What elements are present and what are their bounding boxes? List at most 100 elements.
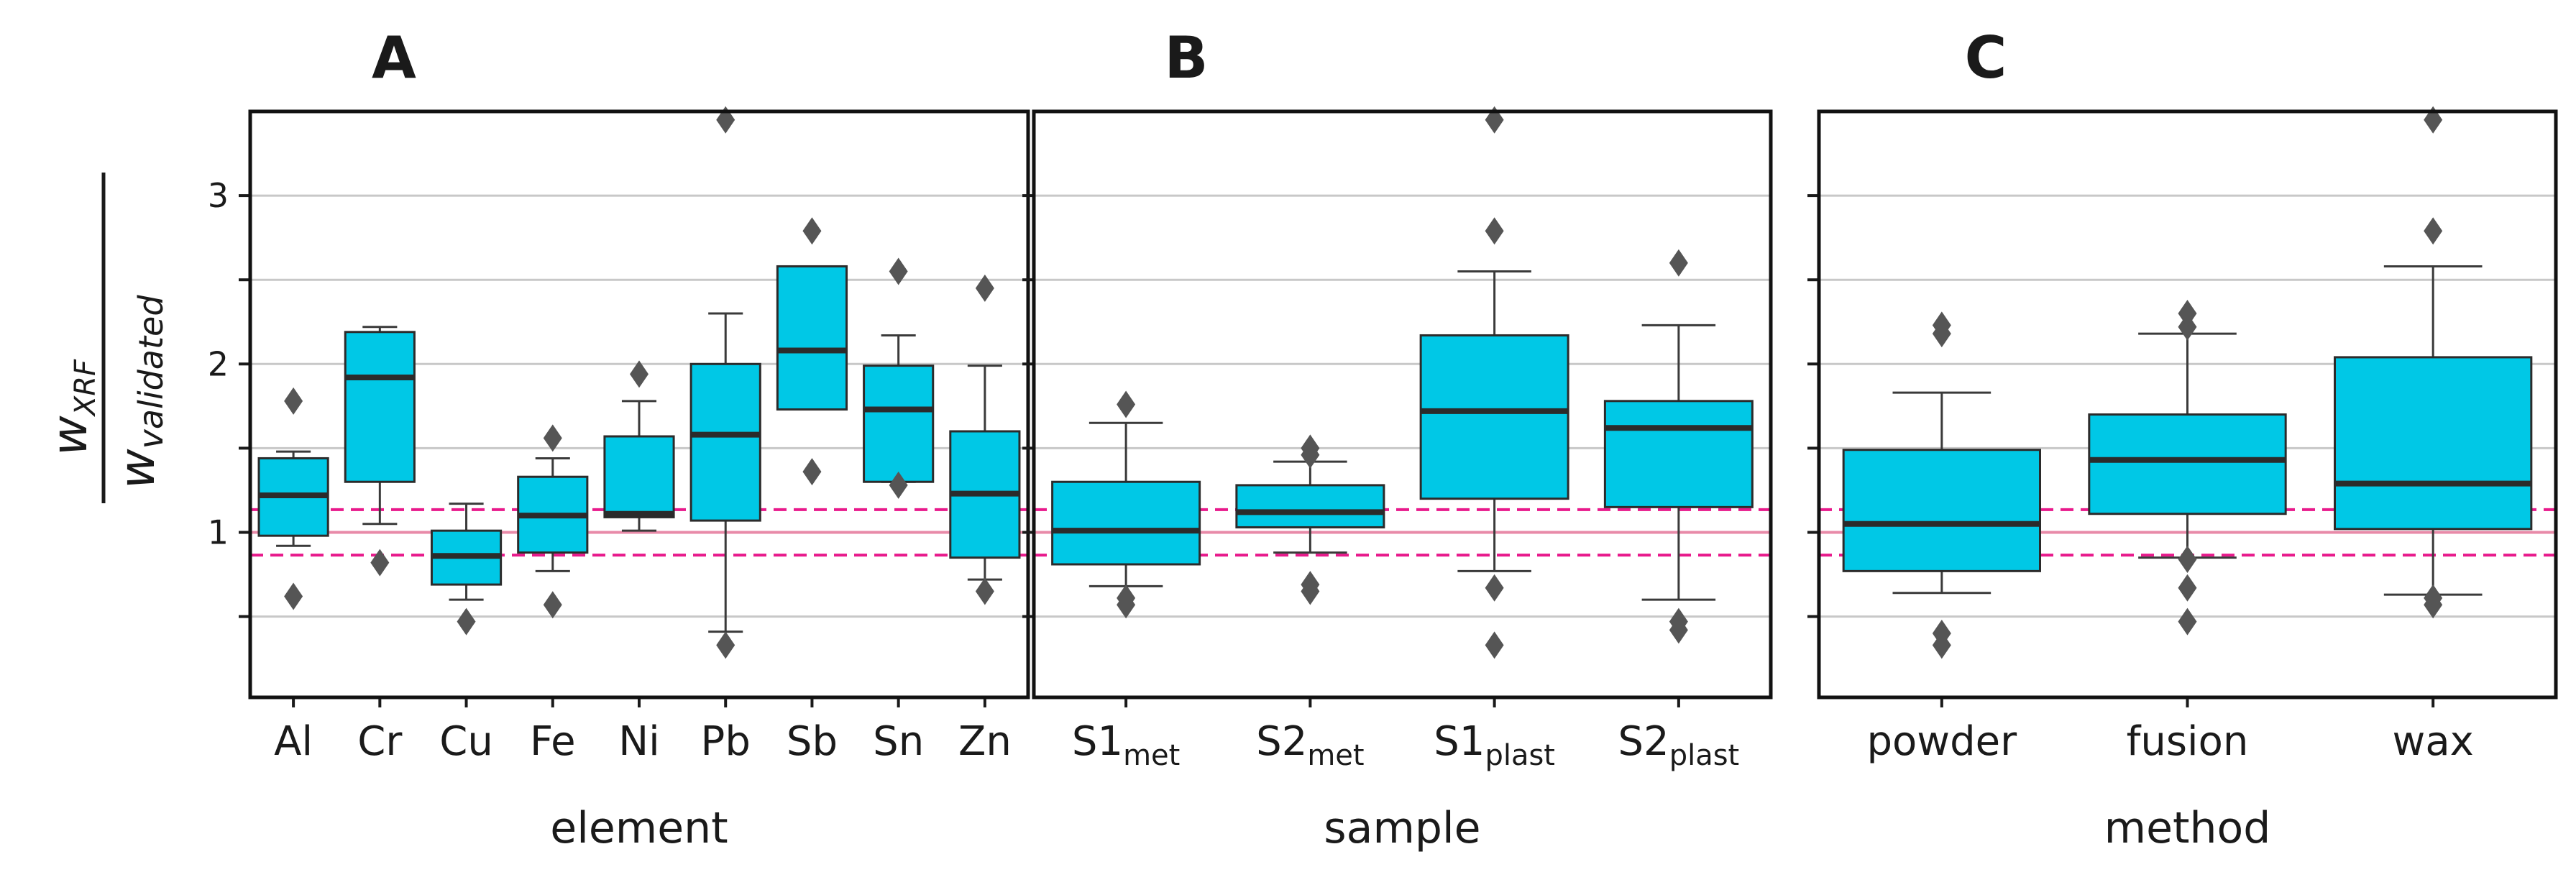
y-tick-label: 1 (208, 513, 229, 551)
x-axis-label: element (550, 803, 728, 853)
outlier-marker (543, 424, 562, 452)
outlier-marker (284, 387, 303, 415)
outlier-marker (1485, 574, 1504, 602)
axes-frame (1817, 109, 2558, 700)
x-tick-label: S2met (1256, 718, 1364, 772)
outlier-marker (457, 607, 476, 636)
outlier-marker (1669, 249, 1688, 277)
iqr-box (603, 435, 675, 518)
outlier-marker (802, 458, 822, 486)
box-s2-met (1235, 434, 1385, 605)
ylabel-numerator: w (42, 416, 98, 456)
box-fusion (2088, 300, 2287, 636)
box-s1-met (1051, 390, 1201, 619)
x-tick-label: Sb (787, 718, 838, 765)
panel-letter: C (1965, 24, 2007, 91)
x-axis-label: method (2104, 803, 2271, 853)
x-tick-label: S1plast (1434, 718, 1555, 772)
x-tick-label-main: Cr (357, 718, 403, 765)
iqr-box (1842, 449, 2042, 572)
outlier-marker (370, 549, 390, 577)
outlier-marker (2178, 545, 2197, 573)
x-tick-label-main: Ni (618, 718, 659, 765)
outlier-marker (975, 577, 994, 605)
outlier-marker (889, 471, 908, 499)
box-zn (949, 274, 1021, 605)
x-tick-label: powder (1867, 718, 2018, 765)
outlier-marker (1301, 571, 1320, 599)
axes-frame (1032, 109, 1773, 700)
outlier-marker (2178, 300, 2197, 328)
y-tick-label: 3 (208, 176, 229, 215)
x-tick-label-main: Al (274, 718, 313, 765)
ylabel-denominator-sub: validated (132, 295, 170, 449)
outlier-marker (975, 274, 994, 302)
outlier-marker (1301, 434, 1320, 462)
outlier-marker (889, 257, 908, 285)
svg-text:wXRF: wXRF (42, 359, 102, 456)
outlier-marker (630, 360, 648, 388)
box-sn (863, 257, 935, 499)
box-powder (1842, 311, 2042, 659)
x-tick-label-main: Fe (530, 718, 576, 765)
panel-letter: A (372, 24, 416, 91)
iqr-box (2088, 413, 2287, 515)
outlier-marker (716, 631, 735, 659)
box-al (257, 387, 329, 610)
outlier-marker (1669, 607, 1688, 636)
box-s2-plast (1603, 249, 1754, 644)
outlier-marker (1932, 620, 1951, 648)
iqr-box (1051, 480, 1201, 566)
x-tick-label-sub: plast (1485, 739, 1555, 772)
outlier-marker (1485, 217, 1504, 245)
x-tick-label-sub: met (1123, 739, 1180, 772)
x-tick-label-main: Sn (873, 718, 924, 765)
svg-text:wvalidated: wvalidated (109, 295, 170, 489)
y-tick-label: 2 (208, 344, 229, 383)
outlier-marker (1117, 390, 1136, 418)
outlier-marker (1117, 584, 1136, 612)
box-wax (2334, 106, 2533, 619)
panel-letter: B (1165, 24, 1209, 91)
x-tick-label: fusion (2127, 718, 2249, 765)
panel-a: A Al Cr Cu Fe Ni Pb Sb Sn Zn 1 2 3 element (208, 24, 1030, 853)
x-tick-label-main: S1 (1072, 718, 1123, 765)
x-tick-label: Ni (618, 718, 659, 765)
outlier-marker (2178, 574, 2197, 602)
ylabel-denominator: w (109, 449, 166, 489)
x-tick-label-main: Pb (701, 718, 751, 765)
box-cr (344, 326, 416, 577)
iqr-box (776, 265, 848, 411)
x-tick-label: Zn (958, 718, 1012, 765)
x-tick-label: S2plast (1618, 718, 1740, 772)
outlier-marker (2178, 607, 2197, 636)
x-tick-label: Sn (873, 718, 924, 765)
outlier-marker (802, 217, 822, 245)
outlier-marker (2424, 584, 2443, 612)
x-tick-label: Cr (357, 718, 403, 765)
x-tick-label-main: fusion (2127, 718, 2249, 765)
box-fe (517, 424, 589, 619)
x-tick-label-sub: plast (1669, 739, 1740, 772)
x-tick-label: Al (274, 718, 313, 765)
outlier-marker (543, 591, 562, 619)
x-tick-label-main: S1 (1434, 718, 1485, 765)
x-tick-label-main: Sb (787, 718, 838, 765)
axes-frame (248, 109, 1030, 700)
x-tick-label-main: Cu (439, 718, 493, 765)
iqr-box (689, 362, 761, 522)
outlier-marker (1932, 311, 1951, 339)
box-pb (689, 106, 761, 659)
iqr-box (344, 331, 416, 483)
iqr-box (1419, 334, 1569, 500)
x-tick-label-main: S2 (1256, 718, 1307, 765)
x-tick-label-main: wax (2393, 718, 2474, 765)
x-tick-label-main: S2 (1618, 718, 1669, 765)
iqr-box (863, 364, 935, 483)
x-tick-label-main: Zn (958, 718, 1012, 765)
iqr-box (1603, 400, 1754, 508)
y-axis-label: wXRF wvalidated (42, 173, 170, 503)
